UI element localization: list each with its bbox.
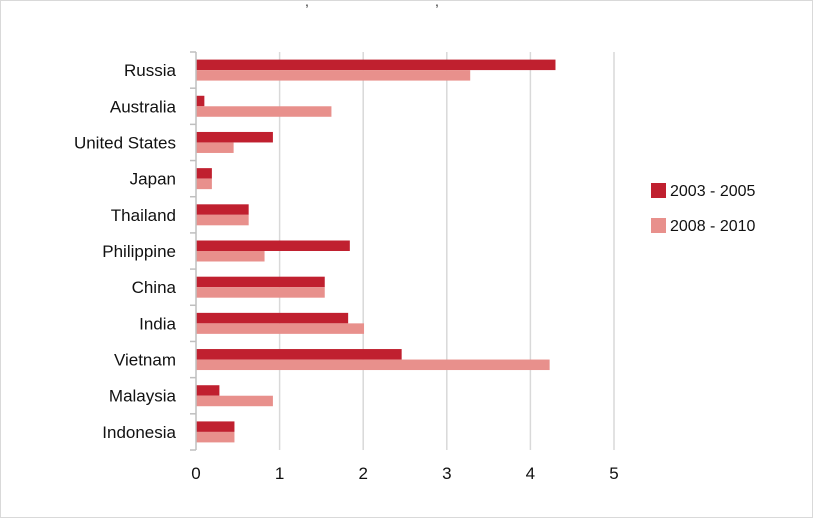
x-tick-label: 3 xyxy=(442,464,451,483)
legend-label: 2008 - 2010 xyxy=(670,218,756,235)
category-label: Indonesia xyxy=(102,423,176,442)
x-tick-label: 5 xyxy=(609,464,618,483)
category-label: Malaysia xyxy=(109,387,177,406)
category-label: United States xyxy=(74,133,176,152)
category-label: Australia xyxy=(110,97,177,116)
bar xyxy=(196,312,349,324)
bar xyxy=(196,59,556,71)
bar xyxy=(196,142,234,153)
legend-swatch xyxy=(651,218,666,233)
category-labels: Russia Australia United States Japan Thailan… xyxy=(74,61,177,442)
category-label: China xyxy=(132,278,177,297)
bar xyxy=(196,95,205,107)
axes xyxy=(190,51,197,451)
bar xyxy=(196,214,249,226)
x-tick-label: 0 xyxy=(191,464,200,483)
bar xyxy=(196,385,220,396)
legend-swatch xyxy=(651,183,666,198)
category-label: Japan xyxy=(130,170,176,189)
clipped-title-fragment: , xyxy=(305,0,309,9)
bar xyxy=(196,395,273,407)
bar xyxy=(196,131,273,143)
category-label: Philippine xyxy=(102,242,176,261)
category-label: India xyxy=(139,314,176,333)
bar xyxy=(196,431,235,443)
gridlines xyxy=(278,52,615,450)
category-label: Russia xyxy=(124,61,177,80)
bar xyxy=(196,287,325,298)
bars xyxy=(196,59,556,443)
x-tick-label: 1 xyxy=(275,464,284,483)
x-tick-label: 4 xyxy=(526,464,535,483)
x-tick-labels: 0 1 2 3 4 5 xyxy=(191,464,618,483)
bar xyxy=(196,276,325,288)
bar xyxy=(196,106,332,117)
category-label: Thailand xyxy=(111,206,176,225)
category-label: Vietnam xyxy=(114,351,176,370)
legend-label: 2003 - 2005 xyxy=(670,183,756,200)
clipped-title-fragment: , xyxy=(435,0,439,9)
bar xyxy=(196,178,212,190)
bar xyxy=(196,323,365,334)
bar xyxy=(196,349,402,360)
bar xyxy=(196,240,350,251)
x-tick-label: 2 xyxy=(358,464,367,483)
bar xyxy=(196,204,249,215)
bar xyxy=(196,421,235,432)
bar xyxy=(196,70,471,81)
bar xyxy=(196,251,265,262)
bar xyxy=(196,168,212,179)
bar xyxy=(196,359,550,371)
legend: 2003 - 2005 2008 - 2010 xyxy=(651,183,756,235)
